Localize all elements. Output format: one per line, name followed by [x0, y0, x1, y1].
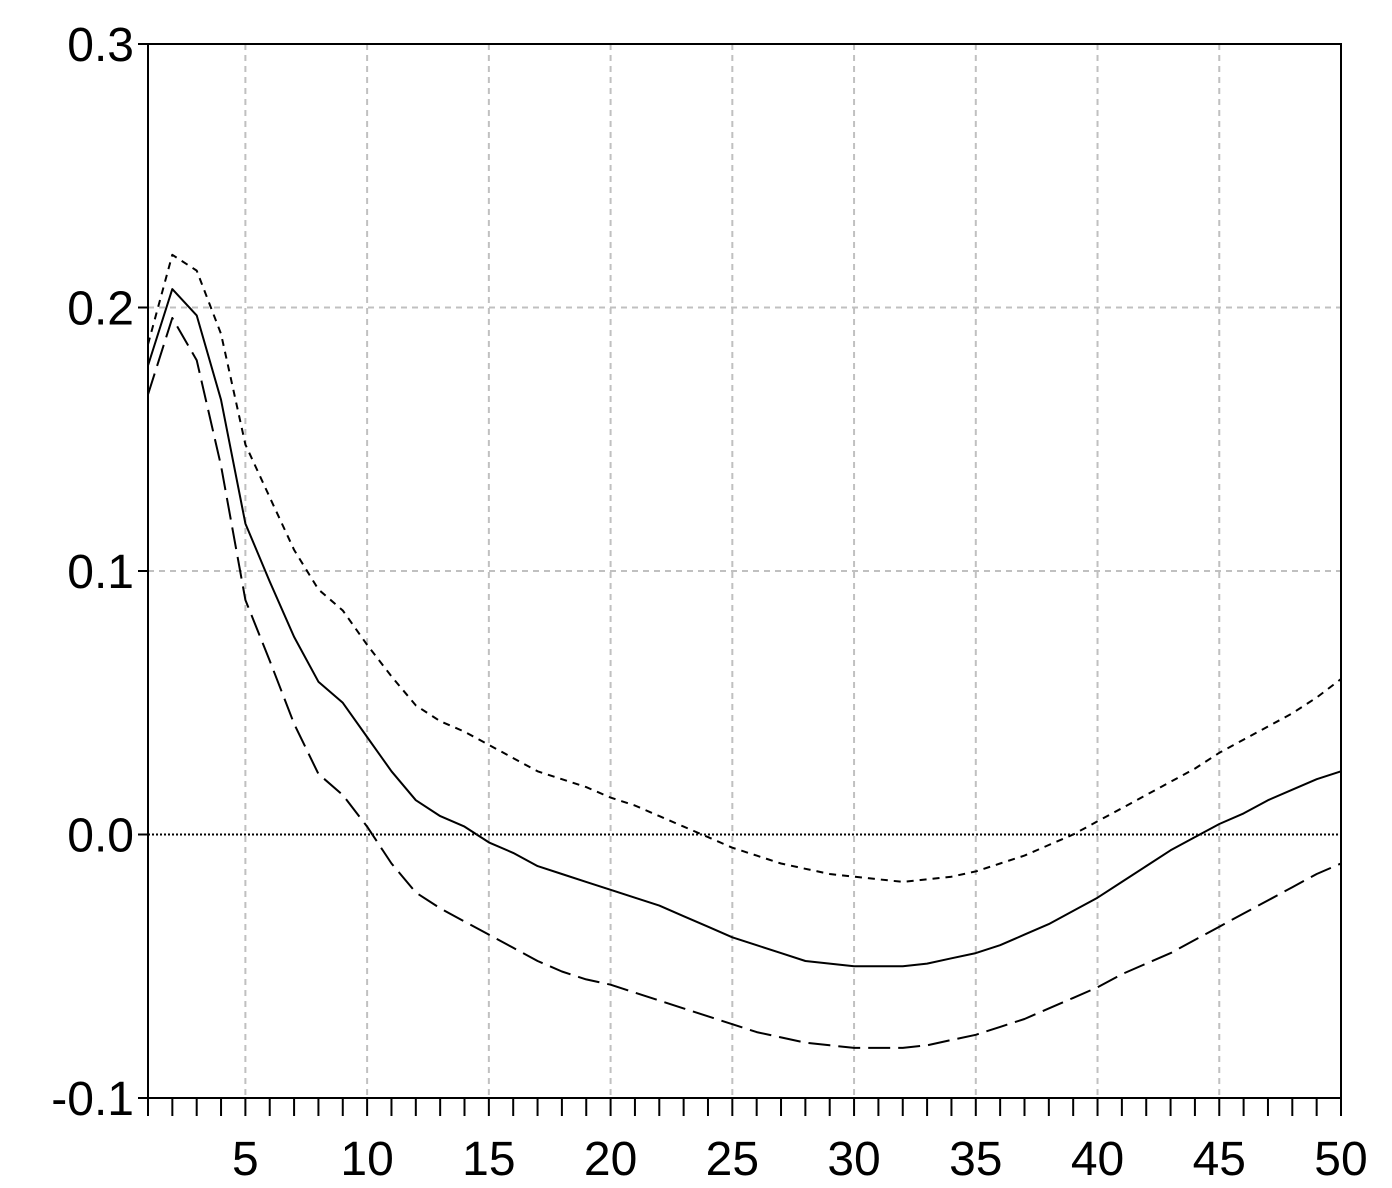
y-tick-label: 0.2 [67, 283, 134, 336]
y-tick-label: 0.0 [67, 810, 134, 863]
x-tick-label: 5 [232, 1133, 259, 1186]
x-tick-label: 10 [340, 1133, 393, 1186]
y-tick-label: 0.3 [67, 19, 134, 72]
series-line-3-long-dash [147, 317, 1342, 1049]
x-tick-label: 50 [1314, 1133, 1367, 1186]
grid-layer [148, 44, 1341, 1098]
x-tick-label: 45 [1193, 1133, 1246, 1186]
x-tick-label: 25 [706, 1133, 759, 1186]
x-tick-label: 30 [827, 1133, 880, 1186]
x-tick-label: 40 [1071, 1133, 1124, 1186]
series-line-2-short-dash [147, 253, 1342, 883]
y-tick-label: -0.1 [51, 1073, 134, 1126]
series-layer [147, 253, 1342, 1049]
x-tick-label: 15 [462, 1133, 515, 1186]
x-tick-label: 20 [584, 1133, 637, 1186]
axis-layer [138, 43, 1342, 1116]
x-tick-label: 35 [949, 1133, 1002, 1186]
tick-label-layer: -0.1 0.0 0.1 0.2 0.3 5 10 15 20 25 30 35 40 45 50 [51, 19, 1367, 1186]
y-tick-label: 0.1 [67, 546, 134, 599]
series-line-1-solid [147, 288, 1342, 968]
